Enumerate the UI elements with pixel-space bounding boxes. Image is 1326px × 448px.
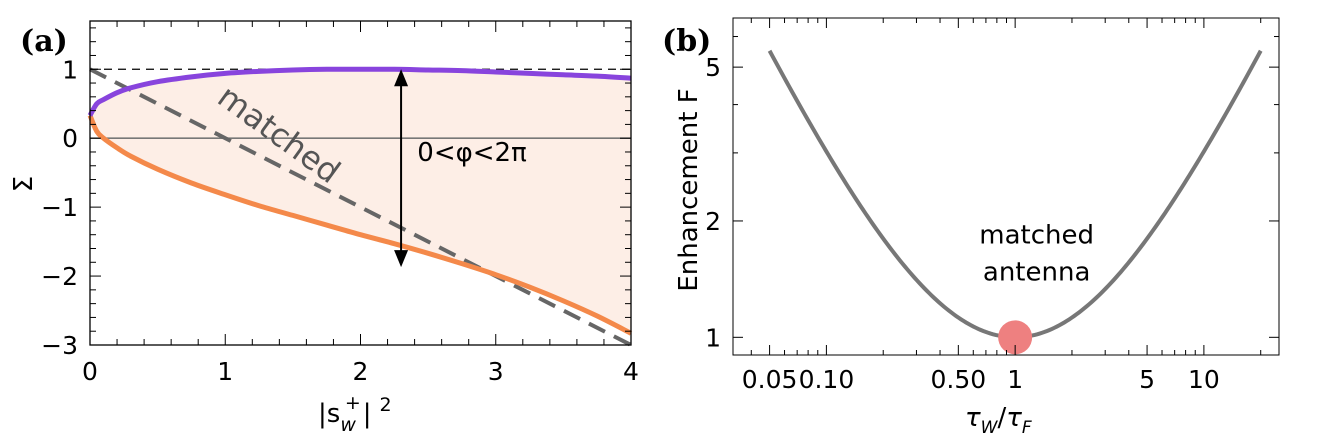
x-tick-label: 10 — [1188, 365, 1220, 394]
upper-curve — [87, 66, 632, 117]
panel-b-y-label: Enhancement F — [674, 88, 704, 291]
annotation-matched: matched — [979, 220, 1094, 250]
lower-curve — [87, 114, 633, 336]
x-tick-label: 0 — [82, 357, 98, 386]
panel-b-ticks — [733, 18, 1279, 355]
panel-b-tick-labels: 0.05 0.10 0.50 1 5 10 1 2 5 — [705, 53, 1220, 394]
panel-a-tick-labels: 0 1 2 3 4 1 0 −1 −2 −3 — [41, 55, 639, 386]
panel-a-label: (a) — [20, 24, 68, 59]
y-tick-label: 2 — [705, 207, 721, 236]
y-tick-label: 1 — [62, 55, 78, 84]
x-tick-label: 1 — [217, 357, 233, 386]
matched-dashed-line — [89, 67, 632, 347]
y-tick-label: 1 — [705, 323, 721, 352]
panel-a-x-label: |sw+| 2 — [318, 392, 392, 436]
x-tick-label: 0.10 — [799, 365, 855, 394]
phase-arrow-head-up — [394, 69, 409, 87]
x-tick-label: 0.05 — [742, 365, 798, 394]
annotation-phase: 0<φ<2π — [417, 138, 526, 168]
y-tick-label: −3 — [41, 331, 78, 360]
phase-arrow-head-down — [394, 250, 409, 268]
panel-b-frame — [732, 17, 1280, 356]
x-label-close: | — [363, 399, 372, 429]
y-tick-label: 5 — [705, 53, 721, 82]
x-label-power: 2 — [380, 394, 392, 416]
panel-a: (a) matched 0<φ<2π 0 1 2 3 4 1 0 −1 −2 −3 |sw+| 2 Σ — [9, 20, 639, 436]
y-tick-label: 0 — [62, 124, 78, 153]
x-tick-label: 1 — [1007, 365, 1023, 394]
panel-a-ticks — [89, 21, 632, 346]
x-tick-label: 5 — [1139, 365, 1155, 394]
y-tick-label: −2 — [41, 262, 78, 291]
panel-a-plot-area: matched 0<φ<2π — [87, 66, 633, 347]
y-tick-label: −1 — [41, 193, 78, 222]
matched-antenna-marker — [998, 320, 1033, 355]
x-label-base: |s — [318, 399, 340, 429]
panel-b-plot-area: matched antenna — [767, 49, 1263, 355]
x-tick-label: 0.50 — [930, 365, 986, 394]
panel-a-y-label: Σ — [9, 176, 39, 192]
x-tick-label: 4 — [623, 357, 639, 386]
x-label-sup: + — [345, 392, 361, 414]
annotation-antenna: antenna — [983, 257, 1091, 287]
panel-b-x-label: τW/τF — [965, 403, 1032, 438]
region-fill — [90, 69, 631, 334]
x-label-sub: w — [340, 414, 356, 436]
x-tick-label: 2 — [353, 357, 369, 386]
x-tick-label: 3 — [488, 357, 504, 386]
enhancement-curve — [767, 49, 1263, 340]
panel-b-label: (b) — [662, 24, 711, 59]
panel-b: (b) matched antenna 0.05 0.10 0.50 1 5 10 1 2 5 τ… — [662, 17, 1280, 438]
